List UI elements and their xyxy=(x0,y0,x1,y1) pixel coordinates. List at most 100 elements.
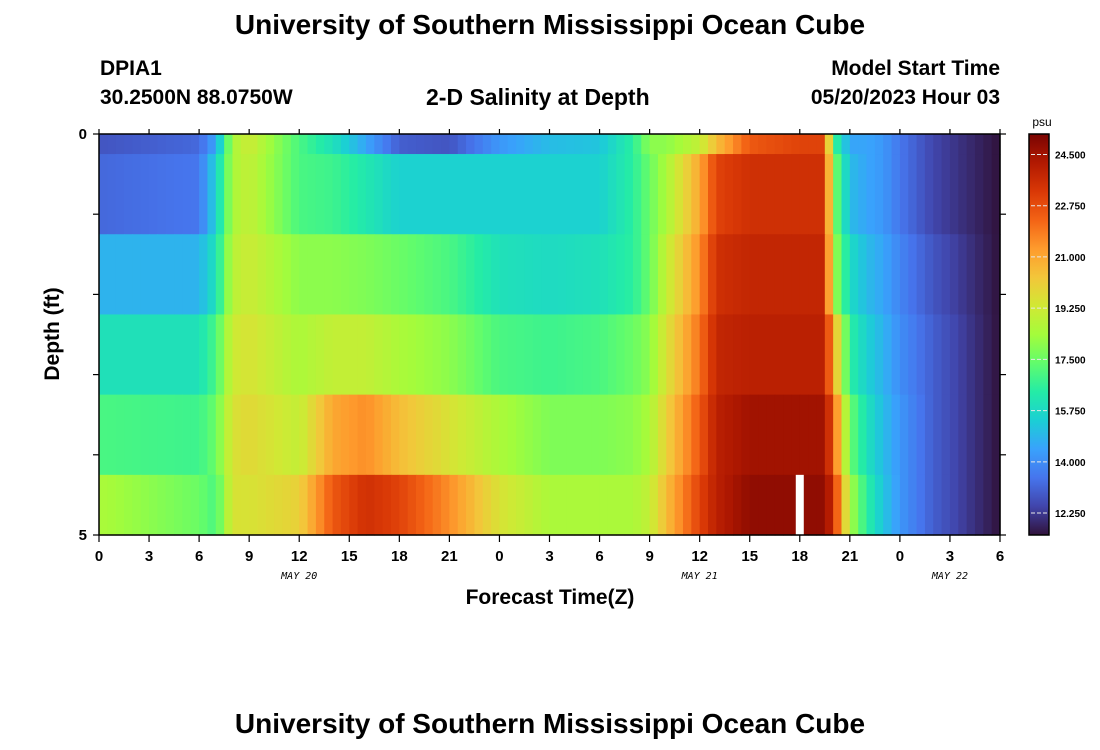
heatmap-cell xyxy=(407,394,417,476)
heatmap-cell xyxy=(441,234,450,316)
heatmap-cell xyxy=(632,154,642,235)
x-tick-label: 21 xyxy=(441,548,458,565)
heatmap-cell xyxy=(140,394,150,476)
heatmap-cell xyxy=(641,314,651,396)
heatmap-cell xyxy=(349,474,359,536)
heatmap-cell xyxy=(424,314,434,396)
heatmap-cell xyxy=(432,314,442,396)
heatmap-cell xyxy=(691,234,701,316)
heatmap-cell xyxy=(624,154,634,235)
heatmap-cell xyxy=(682,394,692,476)
heatmap-cell xyxy=(299,134,309,155)
heatmap-cell xyxy=(449,314,459,396)
heatmap-cell xyxy=(340,394,350,476)
heatmap-cell xyxy=(991,134,1001,155)
heatmap-cell xyxy=(140,474,150,536)
heatmap-cell xyxy=(249,474,259,536)
heatmap-cell xyxy=(791,134,801,155)
heatmap-cell xyxy=(124,474,133,536)
y-tick-label: 5 xyxy=(79,527,87,544)
heatmap-cell xyxy=(249,234,259,316)
heatmap-cell xyxy=(749,134,759,155)
heatmap-cell xyxy=(365,394,375,476)
heatmap-cell xyxy=(941,134,951,155)
heatmap-cell xyxy=(599,234,609,316)
heatmap-cell xyxy=(791,394,801,476)
heatmap-cell xyxy=(949,474,959,536)
heatmap-cell xyxy=(149,134,158,155)
heatmap-cell xyxy=(132,314,142,396)
heatmap-cell xyxy=(340,474,350,536)
heatmap-cell xyxy=(332,234,342,316)
heatmap-cell xyxy=(599,154,609,235)
heatmap-cell xyxy=(215,134,225,155)
heatmap-cell xyxy=(749,394,759,476)
heatmap-cell xyxy=(874,314,884,396)
heatmap-cell xyxy=(958,234,968,316)
heatmap-cell xyxy=(315,154,325,235)
heatmap-cell xyxy=(432,154,442,235)
heatmap-cell xyxy=(958,154,968,235)
heatmap-cell xyxy=(682,474,692,536)
heatmap-cell xyxy=(841,234,851,316)
heatmap-cell xyxy=(449,134,459,155)
heatmap-cell xyxy=(599,474,609,536)
heatmap-cell xyxy=(858,154,868,235)
heatmap-cell xyxy=(958,314,968,396)
heatmap-cell xyxy=(224,154,234,235)
heatmap-cell xyxy=(874,154,884,235)
heatmap-cell xyxy=(199,474,209,536)
heatmap-cell xyxy=(132,394,142,476)
heatmap-cell xyxy=(249,314,259,396)
heatmap-cell xyxy=(424,154,434,235)
heatmap-cell xyxy=(549,314,559,396)
heatmap-cell xyxy=(833,314,843,396)
heatmap-cell xyxy=(833,394,843,476)
heatmap-cell xyxy=(499,314,509,396)
heatmap-cell xyxy=(282,474,292,536)
heatmap-cell xyxy=(507,134,517,155)
heatmap-cell xyxy=(824,154,834,235)
heatmap-cell xyxy=(399,154,409,235)
heatmap-cell xyxy=(799,394,809,476)
heatmap-cell xyxy=(924,234,934,316)
heatmap-cell xyxy=(165,474,175,536)
heatmap-cell xyxy=(207,154,217,235)
heatmap-cell xyxy=(607,154,617,235)
heatmap-cell xyxy=(499,394,509,476)
heatmap-cell xyxy=(107,394,117,476)
heatmap-cell xyxy=(691,394,701,476)
heatmap-cell xyxy=(232,134,242,155)
heatmap-cell xyxy=(632,314,642,396)
heatmap-cell xyxy=(641,134,651,155)
heatmap-cell xyxy=(908,314,918,396)
heatmap-cell xyxy=(190,154,200,235)
heatmap-cell xyxy=(482,394,492,476)
heatmap-cell xyxy=(574,154,584,235)
x-tick-label: 3 xyxy=(946,548,954,565)
heatmap-cell xyxy=(774,394,784,476)
heatmap-cell xyxy=(190,134,200,155)
heatmap-cell xyxy=(290,154,300,235)
heatmap-cell xyxy=(357,314,367,396)
heatmap-cell xyxy=(591,314,601,396)
heatmap-cell xyxy=(441,154,450,235)
heatmap-cell xyxy=(657,314,667,396)
heatmap-cell xyxy=(282,134,292,155)
heatmap-cell xyxy=(466,474,476,536)
heatmap-cell xyxy=(924,314,934,396)
heatmap-cell xyxy=(966,234,976,316)
heatmap-cell xyxy=(215,234,225,316)
heatmap-cell xyxy=(849,314,859,396)
x-tick-label: 6 xyxy=(996,548,1004,565)
x-tick-label: 12 xyxy=(691,548,708,565)
heatmap-cell xyxy=(933,314,943,396)
heatmap-cell xyxy=(182,154,192,235)
heatmap-cell xyxy=(357,154,367,235)
heatmap-cell xyxy=(808,234,818,316)
heatmap-cell xyxy=(591,134,601,155)
heatmap-cell xyxy=(282,314,292,396)
heatmap-cell xyxy=(491,134,501,155)
heatmap-cell xyxy=(849,154,859,235)
heatmap-cell xyxy=(641,394,651,476)
